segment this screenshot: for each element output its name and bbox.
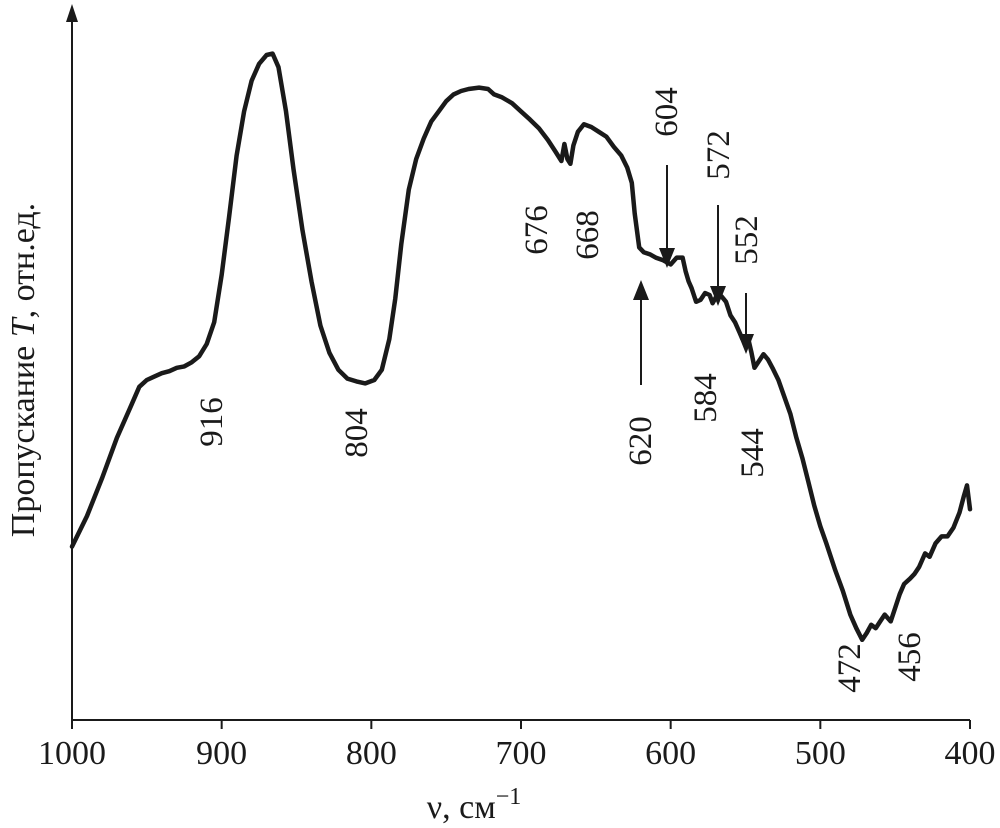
x-axis-title-text: ν, см	[427, 789, 496, 826]
y-axis-title-suffix: , отн.ед.	[5, 203, 42, 319]
x-ticks: 1000 900 800 700 600 500 400	[38, 720, 996, 772]
series-layer	[69, 51, 973, 643]
y-axis-title-prefix: Пропускание	[5, 337, 42, 537]
peak-label-552: 552	[729, 215, 765, 265]
peak-label-544: 544	[735, 428, 771, 478]
peak-label-584: 584	[688, 373, 724, 423]
x-axis-title-superscript: −1	[496, 784, 522, 810]
peak-label-676: 676	[519, 205, 555, 255]
peak-label-456: 456	[892, 632, 928, 682]
x-tick-label: 700	[496, 735, 547, 772]
plot-area: 1000 900 800 700 600 500 400 916 804 676 668 620 60…	[38, 4, 996, 772]
y-axis-arrowhead	[66, 4, 78, 22]
x-tick-label: 1000	[38, 735, 106, 772]
x-axis-title: ν, см−1	[427, 784, 522, 826]
peak-label-668: 668	[570, 210, 606, 260]
peak-label-572: 572	[701, 130, 737, 180]
y-axis-title-symbol: T	[5, 316, 42, 337]
x-tick-label: 400	[945, 735, 996, 772]
spectrum-line	[69, 51, 973, 643]
x-tick-label: 800	[346, 735, 397, 772]
peak-annotations: 916 804 676 668 620 604 584 572 552 544 472 456	[194, 87, 928, 693]
x-tick-label: 500	[795, 735, 846, 772]
peak-label-804: 804	[339, 408, 375, 458]
x-tick-label: 900	[196, 735, 247, 772]
y-axis-title: Пропускание T, отн.ед.	[5, 203, 42, 537]
peak-label-916: 916	[194, 397, 230, 447]
peak-label-620: 620	[623, 416, 659, 466]
peak-label-604: 604	[649, 87, 685, 137]
x-tick-label: 600	[645, 735, 696, 772]
peak-label-472: 472	[832, 643, 868, 693]
